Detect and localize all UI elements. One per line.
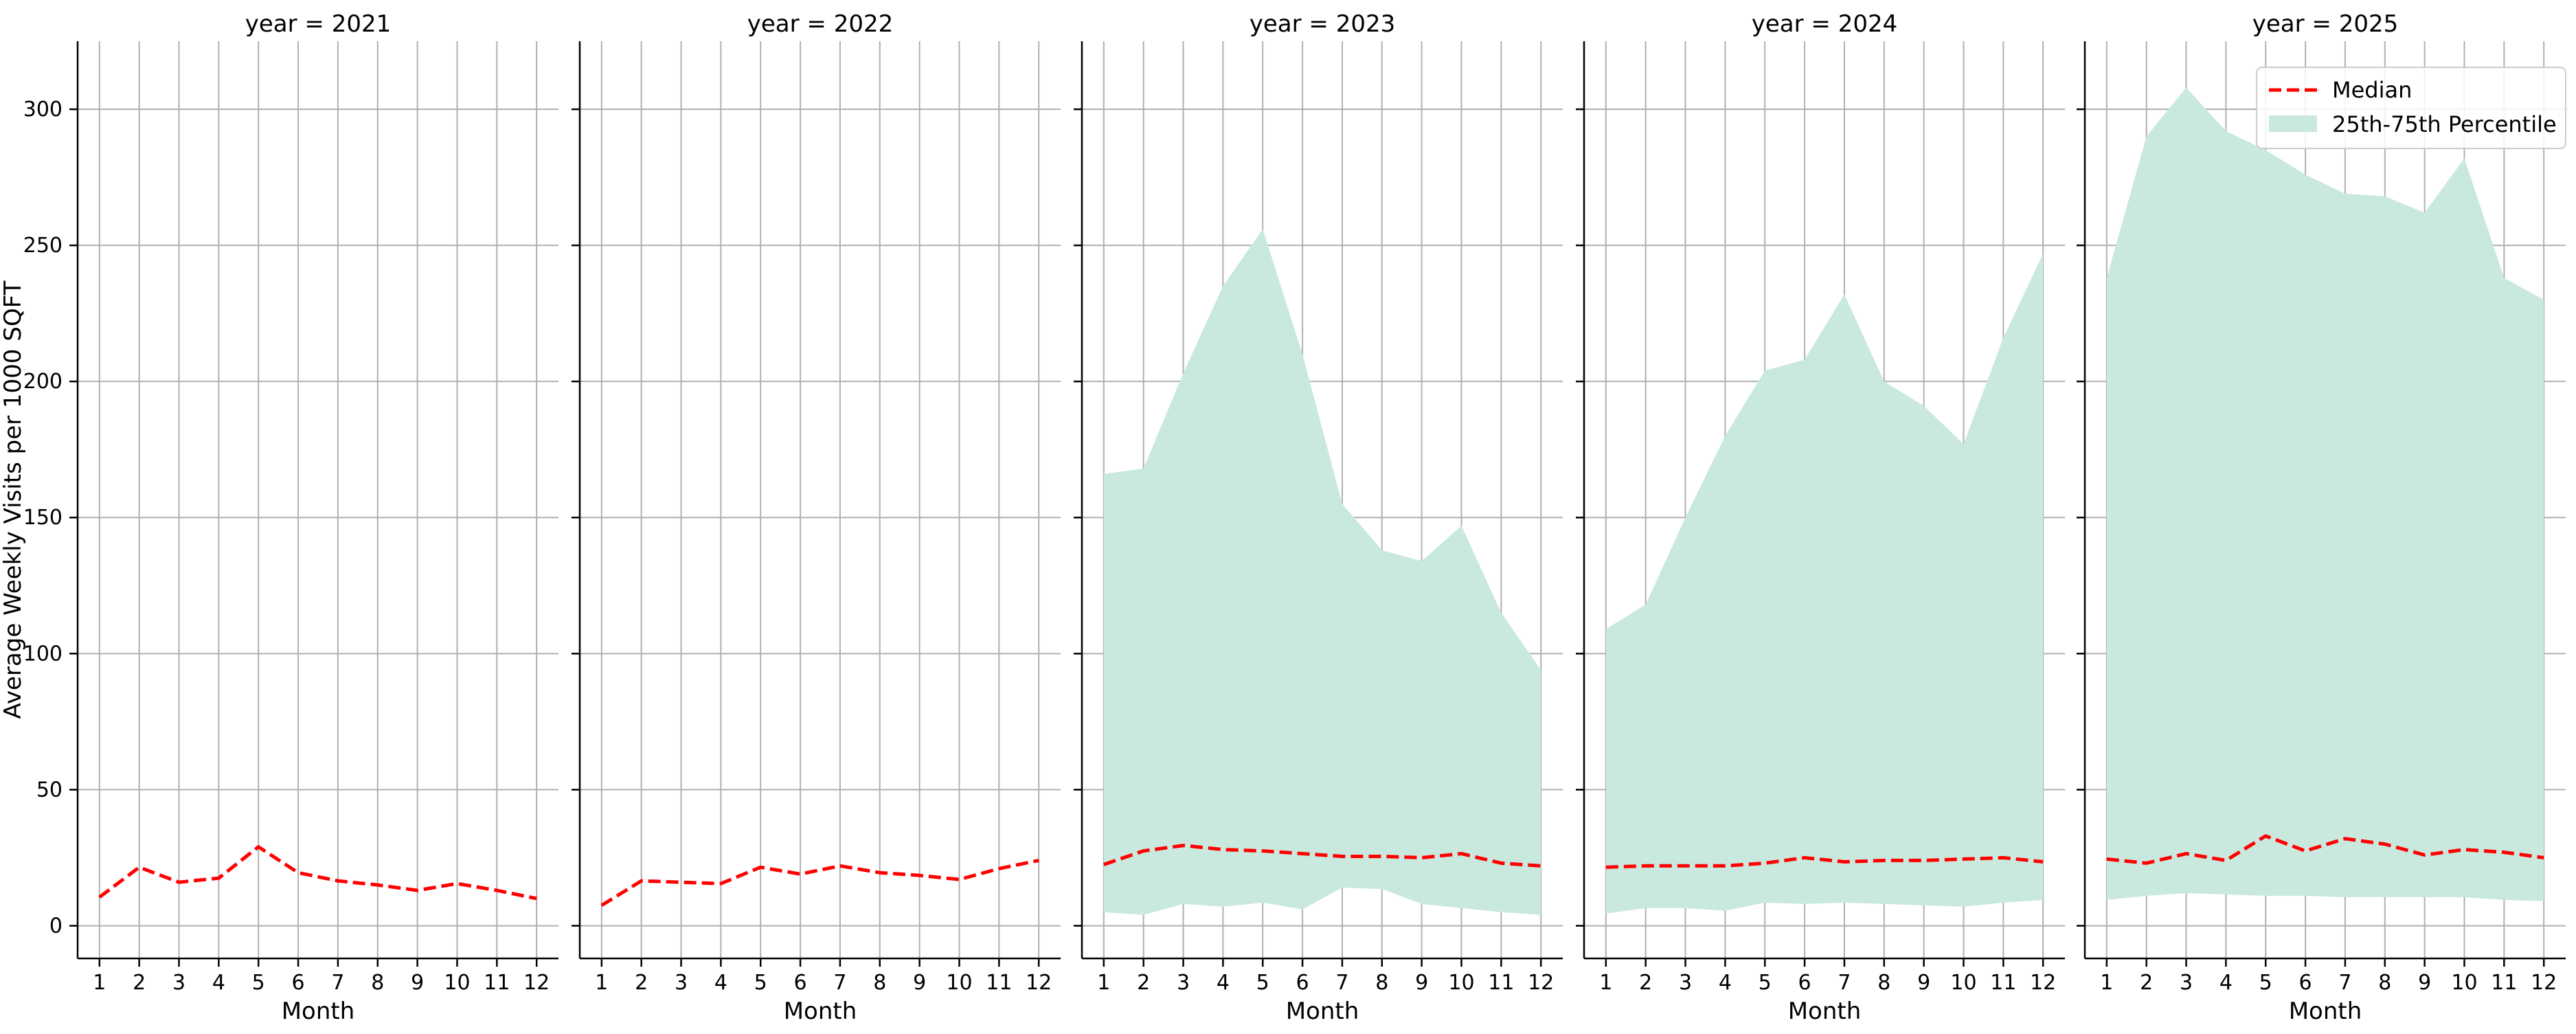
x-tick-label: 12 [523, 971, 550, 995]
x-axis-label: Month [784, 998, 857, 1025]
x-tick-label: 6 [794, 971, 807, 995]
x-tick-label: 12 [2030, 971, 2056, 995]
legend: Median 25th-75th Percentile [2256, 67, 2566, 149]
x-tick-label: 7 [1335, 971, 1348, 995]
x-tick-label: 3 [1679, 971, 1692, 995]
y-tick-label: 50 [36, 778, 63, 802]
x-tick-label: 6 [1798, 971, 1811, 995]
x-tick-label: 2 [2140, 971, 2153, 995]
percentile-band [2106, 87, 2544, 901]
x-tick-label: 1 [2100, 971, 2113, 995]
legend-median-label: Median [2332, 77, 2412, 103]
median-line [1103, 844, 1541, 868]
x-tick-label: 2 [1137, 971, 1150, 995]
x-tick-label: 5 [754, 971, 767, 995]
x-tick-label: 8 [1877, 971, 1890, 995]
panel-title: year = 2021 [245, 10, 391, 38]
panel-title: year = 2025 [2252, 10, 2398, 38]
median-line [1605, 855, 2044, 869]
x-tick-label: 7 [331, 971, 344, 995]
x-tick-label: 2 [1639, 971, 1652, 995]
x-tick-label: 10 [444, 971, 470, 995]
x-tick-label: 4 [714, 971, 727, 995]
x-axis-label: Month [282, 998, 355, 1025]
median-line [600, 858, 1039, 907]
x-tick-label: 1 [1097, 971, 1110, 995]
x-tick-label: 8 [371, 971, 384, 995]
panel-title: year = 2023 [1250, 10, 1395, 38]
x-tick-label: 9 [411, 971, 424, 995]
x-tick-label: 12 [1528, 971, 1554, 995]
x-tick-label: 1 [93, 971, 106, 995]
x-tick-label: 4 [1217, 971, 1230, 995]
x-tick-label: 3 [1177, 971, 1190, 995]
legend-band-label: 25th-75th Percentile [2332, 111, 2557, 137]
x-tick-label: 3 [2180, 971, 2193, 995]
x-tick-label: 8 [2378, 971, 2391, 995]
x-tick-label: 8 [1375, 971, 1388, 995]
x-tick-label: 10 [1448, 971, 1474, 995]
y-tick-label: 100 [23, 642, 63, 666]
x-tick-label: 2 [133, 971, 146, 995]
x-tick-label: 5 [2259, 971, 2272, 995]
x-tick-label: 11 [2491, 971, 2517, 995]
panel-title: year = 2022 [747, 10, 893, 38]
panel-title: year = 2024 [1752, 10, 1897, 38]
x-tick-label: 1 [1599, 971, 1612, 995]
y-tick-label: 0 [49, 914, 63, 938]
x-tick-label: 2 [635, 971, 648, 995]
x-tick-label: 9 [1415, 971, 1428, 995]
x-axis-label: Month [2289, 998, 2362, 1025]
x-tick-label: 7 [833, 971, 846, 995]
x-tick-label: 5 [1256, 971, 1269, 995]
x-tick-label: 11 [1990, 971, 2016, 995]
y-tick-label: 200 [23, 370, 63, 394]
x-tick-label: 5 [252, 971, 265, 995]
y-tick-label: 300 [23, 98, 63, 122]
x-tick-label: 10 [946, 971, 972, 995]
x-tick-label: 9 [913, 971, 926, 995]
legend-band-swatch [2269, 115, 2317, 132]
legend-box [2256, 67, 2566, 149]
x-tick-label: 3 [172, 971, 185, 995]
x-tick-label: 9 [1917, 971, 1930, 995]
x-tick-label: 6 [1296, 971, 1309, 995]
x-tick-label: 11 [484, 971, 510, 995]
x-tick-label: 6 [292, 971, 305, 995]
x-tick-label: 1 [595, 971, 608, 995]
x-tick-label: 6 [2299, 971, 2312, 995]
x-tick-label: 9 [2418, 971, 2431, 995]
x-tick-label: 5 [1759, 971, 1772, 995]
x-tick-label: 8 [873, 971, 886, 995]
x-tick-label: 12 [2531, 971, 2557, 995]
percentile-band [1103, 229, 1541, 915]
x-tick-label: 10 [1950, 971, 1976, 995]
median-line [2106, 834, 2544, 865]
median-line [98, 845, 537, 901]
x-tick-label: 3 [675, 971, 688, 995]
x-tick-label: 4 [212, 971, 225, 995]
x-tick-label: 7 [2338, 971, 2351, 995]
percentile-band [1605, 253, 2044, 914]
x-tick-label: 11 [1488, 971, 1514, 995]
x-tick-label: 7 [1838, 971, 1851, 995]
y-axis-label: Average Weekly Visits per 1000 SQFT [0, 280, 27, 719]
y-tick-label: 250 [23, 234, 63, 258]
x-tick-label: 4 [1719, 971, 1732, 995]
x-tick-label: 10 [2451, 971, 2477, 995]
x-axis-label: Month [1286, 998, 1359, 1025]
x-axis-label: Month [1788, 998, 1862, 1025]
x-tick-label: 12 [1026, 971, 1052, 995]
x-tick-label: 4 [2219, 971, 2233, 995]
y-tick-label: 150 [23, 506, 63, 530]
x-tick-label: 11 [986, 971, 1012, 995]
